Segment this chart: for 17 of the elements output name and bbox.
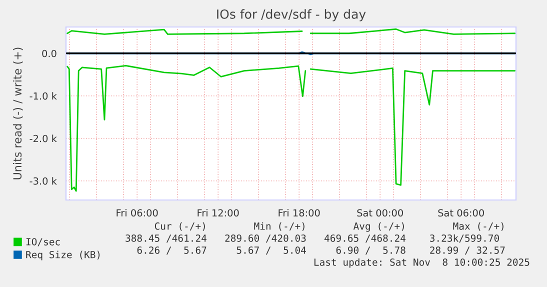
text: Last update: Sat Nov 8 10:00:25 2025 [314, 258, 530, 268]
legend-label: Req Size (KB) [26, 250, 100, 260]
y-tick-label: -3.0 k [30, 177, 57, 185]
y-axis-title: Units read (-) / write (+) [12, 48, 23, 180]
y-tick-label: -1.0 k [30, 92, 57, 100]
x-tick-label: Fri 06:00 [116, 209, 158, 217]
text: 6.26 / 5.67 5.67 / 5.04 6.90 / 5.78 28.99 / 32.57 [137, 246, 505, 255]
x-tick-label: Fri 18:00 [278, 209, 320, 217]
y-tick-label: 0.0 [42, 50, 56, 58]
text: Cur (-/+) Min (-/+) Avg (-/+) Max (-/+) [154, 222, 504, 232]
text: 388.45 /461.24 289.60 /420.03 469.65 /468.24 3.23k/599.70 [126, 234, 499, 243]
x-tick-label: Sat 00:00 [357, 209, 403, 217]
x-tick-label: Sat 06:00 [438, 209, 484, 217]
chart-title: IOs for /dev/sdf - by day [217, 9, 366, 22]
y-tick-label: -2.0 k [30, 134, 57, 142]
x-tick-label: Fri 12:00 [198, 209, 239, 217]
legend-label: IO/sec [26, 238, 60, 246]
